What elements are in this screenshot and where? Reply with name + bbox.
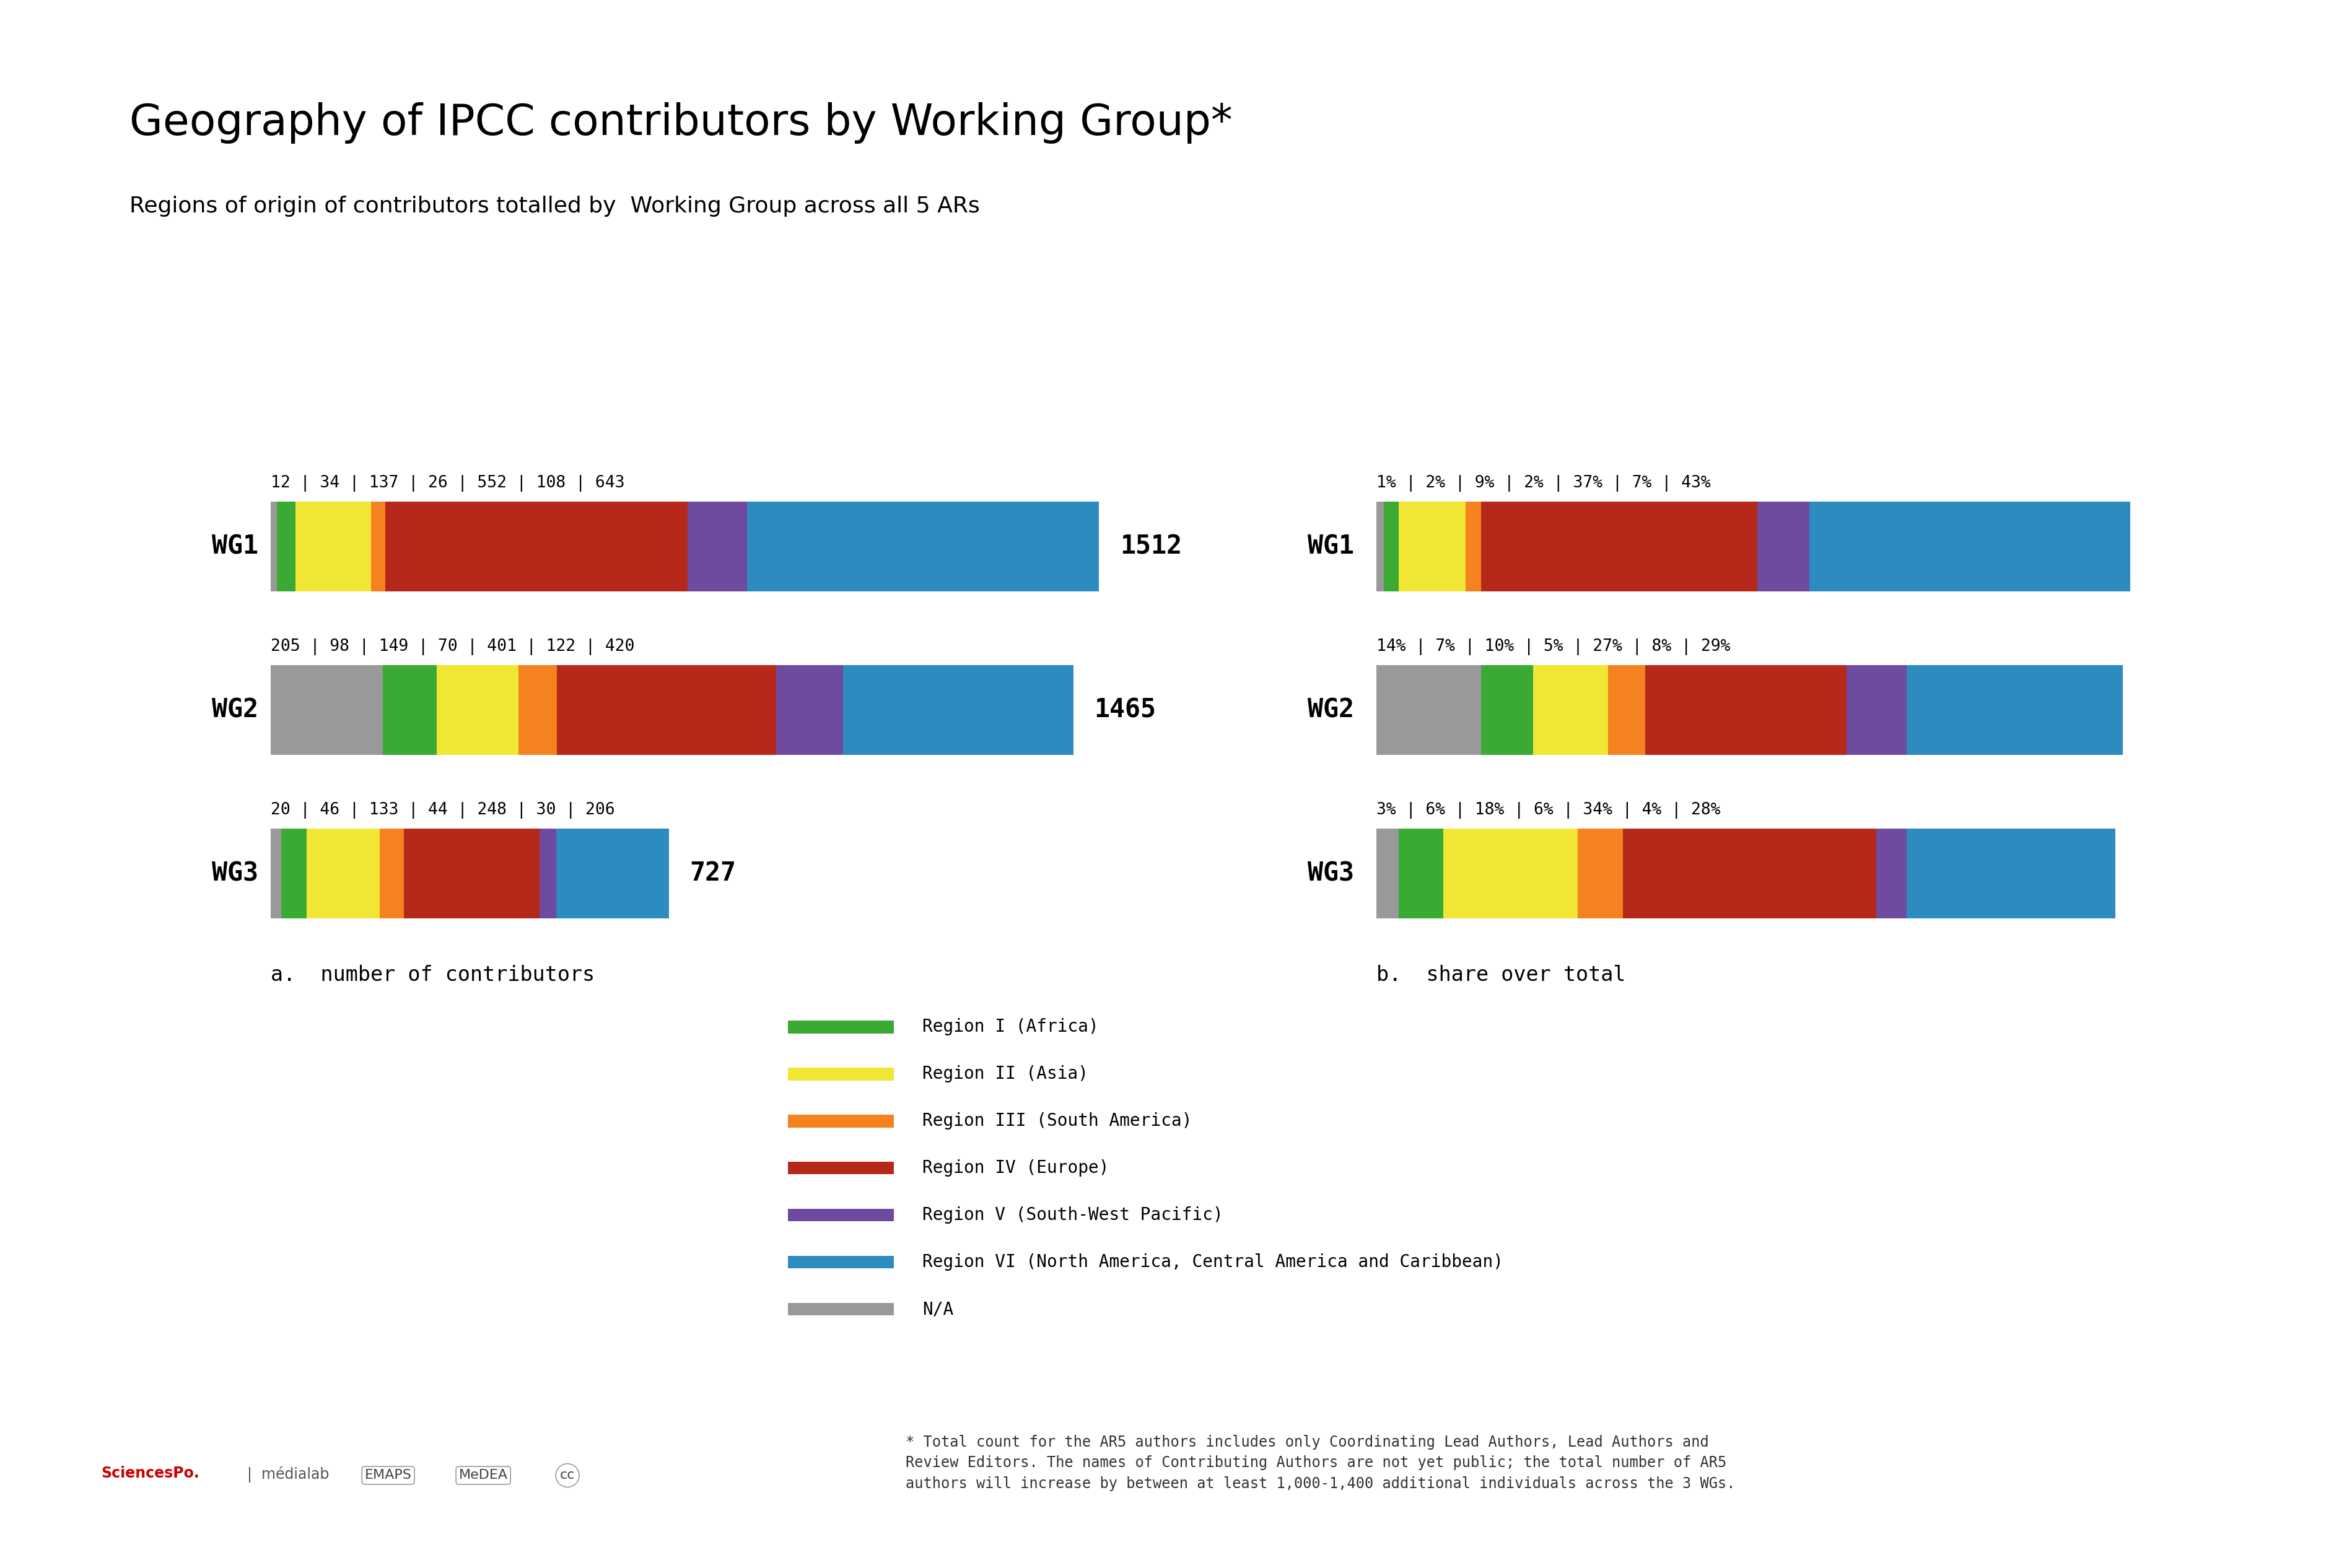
Text: |  médialab: | médialab bbox=[247, 1466, 329, 1482]
Text: Region III (South America): Region III (South America) bbox=[922, 1112, 1192, 1131]
Text: SciencesPo.: SciencesPo. bbox=[101, 1466, 200, 1480]
Text: * Total count for the AR5 authors includes only Coordinating Lead Authors, Lead : * Total count for the AR5 authors includ… bbox=[906, 1435, 1736, 1491]
Bar bbox=[1399, 502, 1465, 591]
Bar bbox=[405, 828, 539, 919]
Bar bbox=[270, 665, 383, 754]
Bar bbox=[1809, 502, 2131, 591]
Bar bbox=[1399, 828, 1444, 919]
Bar bbox=[517, 665, 557, 754]
Text: Region VI (North America, Central America and Caribbean): Region VI (North America, Central Americ… bbox=[922, 1253, 1503, 1272]
Bar bbox=[1846, 665, 1905, 754]
Text: Region V (South-West Pacific): Region V (South-West Pacific) bbox=[922, 1206, 1223, 1225]
Bar bbox=[1444, 828, 1578, 919]
Bar bbox=[270, 502, 278, 591]
Text: 12 | 34 | 137 | 26 | 552 | 108 | 643: 12 | 34 | 137 | 26 | 552 | 108 | 643 bbox=[270, 475, 623, 492]
Text: Region I (Africa): Region I (Africa) bbox=[922, 1018, 1098, 1036]
Bar bbox=[306, 828, 379, 919]
Bar bbox=[1757, 502, 1809, 591]
Bar bbox=[383, 665, 437, 754]
Bar bbox=[1465, 502, 1479, 591]
Bar bbox=[555, 828, 668, 919]
Bar bbox=[1383, 502, 1399, 591]
Text: 1512: 1512 bbox=[1120, 533, 1181, 560]
Bar bbox=[1479, 502, 1757, 591]
Bar bbox=[1905, 828, 2114, 919]
Bar bbox=[270, 828, 282, 919]
Bar bbox=[1578, 828, 1623, 919]
Bar bbox=[379, 828, 405, 919]
Bar bbox=[296, 502, 372, 591]
Text: Region IV (Europe): Region IV (Europe) bbox=[922, 1159, 1108, 1178]
Text: b.  share over total: b. share over total bbox=[1376, 964, 1625, 985]
Bar bbox=[1479, 665, 1534, 754]
Bar bbox=[746, 502, 1098, 591]
Text: WG2: WG2 bbox=[1308, 698, 1352, 723]
Bar bbox=[539, 828, 555, 919]
Bar bbox=[1376, 828, 1399, 919]
Bar bbox=[278, 502, 296, 591]
Bar bbox=[1376, 502, 1383, 591]
Bar bbox=[282, 828, 306, 919]
Text: WG3: WG3 bbox=[212, 861, 259, 886]
Text: cc: cc bbox=[560, 1469, 574, 1482]
Text: WG1: WG1 bbox=[1308, 533, 1352, 560]
Text: N/A: N/A bbox=[922, 1300, 953, 1319]
Text: 727: 727 bbox=[689, 861, 736, 886]
Text: EMAPS: EMAPS bbox=[365, 1469, 412, 1482]
Text: 14% | 7% | 10% | 5% | 27% | 8% | 29%: 14% | 7% | 10% | 5% | 27% | 8% | 29% bbox=[1376, 638, 1729, 655]
Bar bbox=[437, 665, 517, 754]
Text: WG2: WG2 bbox=[212, 698, 259, 723]
Text: a.  number of contributors: a. number of contributors bbox=[270, 964, 595, 985]
Bar bbox=[687, 502, 746, 591]
Bar bbox=[1606, 665, 1644, 754]
Bar bbox=[1376, 665, 1479, 754]
Text: WG1: WG1 bbox=[212, 533, 259, 560]
Bar bbox=[372, 502, 386, 591]
Text: 20 | 46 | 133 | 44 | 248 | 30 | 206: 20 | 46 | 133 | 44 | 248 | 30 | 206 bbox=[270, 801, 614, 818]
Bar bbox=[1534, 665, 1606, 754]
Text: 3% | 6% | 18% | 6% | 34% | 4% | 28%: 3% | 6% | 18% | 6% | 34% | 4% | 28% bbox=[1376, 801, 1719, 818]
Bar bbox=[557, 665, 776, 754]
Text: 1465: 1465 bbox=[1094, 698, 1155, 723]
Text: 1% | 2% | 9% | 2% | 37% | 7% | 43%: 1% | 2% | 9% | 2% | 37% | 7% | 43% bbox=[1376, 475, 1710, 492]
Text: Geography of IPCC contributors by Working Group*: Geography of IPCC contributors by Workin… bbox=[129, 102, 1232, 143]
Text: MeDEA: MeDEA bbox=[459, 1469, 508, 1482]
Text: 205 | 98 | 149 | 70 | 401 | 122 | 420: 205 | 98 | 149 | 70 | 401 | 122 | 420 bbox=[270, 638, 635, 655]
Text: WG3: WG3 bbox=[1308, 861, 1352, 886]
Bar bbox=[1644, 665, 1846, 754]
Bar bbox=[1905, 665, 2122, 754]
Bar bbox=[386, 502, 687, 591]
Bar bbox=[776, 665, 842, 754]
Text: Region II (Asia): Region II (Asia) bbox=[922, 1065, 1089, 1083]
Bar bbox=[1877, 828, 1905, 919]
Bar bbox=[842, 665, 1073, 754]
Bar bbox=[1623, 828, 1877, 919]
Text: Regions of origin of contributors totalled by  Working Group across all 5 ARs: Regions of origin of contributors totall… bbox=[129, 196, 978, 216]
